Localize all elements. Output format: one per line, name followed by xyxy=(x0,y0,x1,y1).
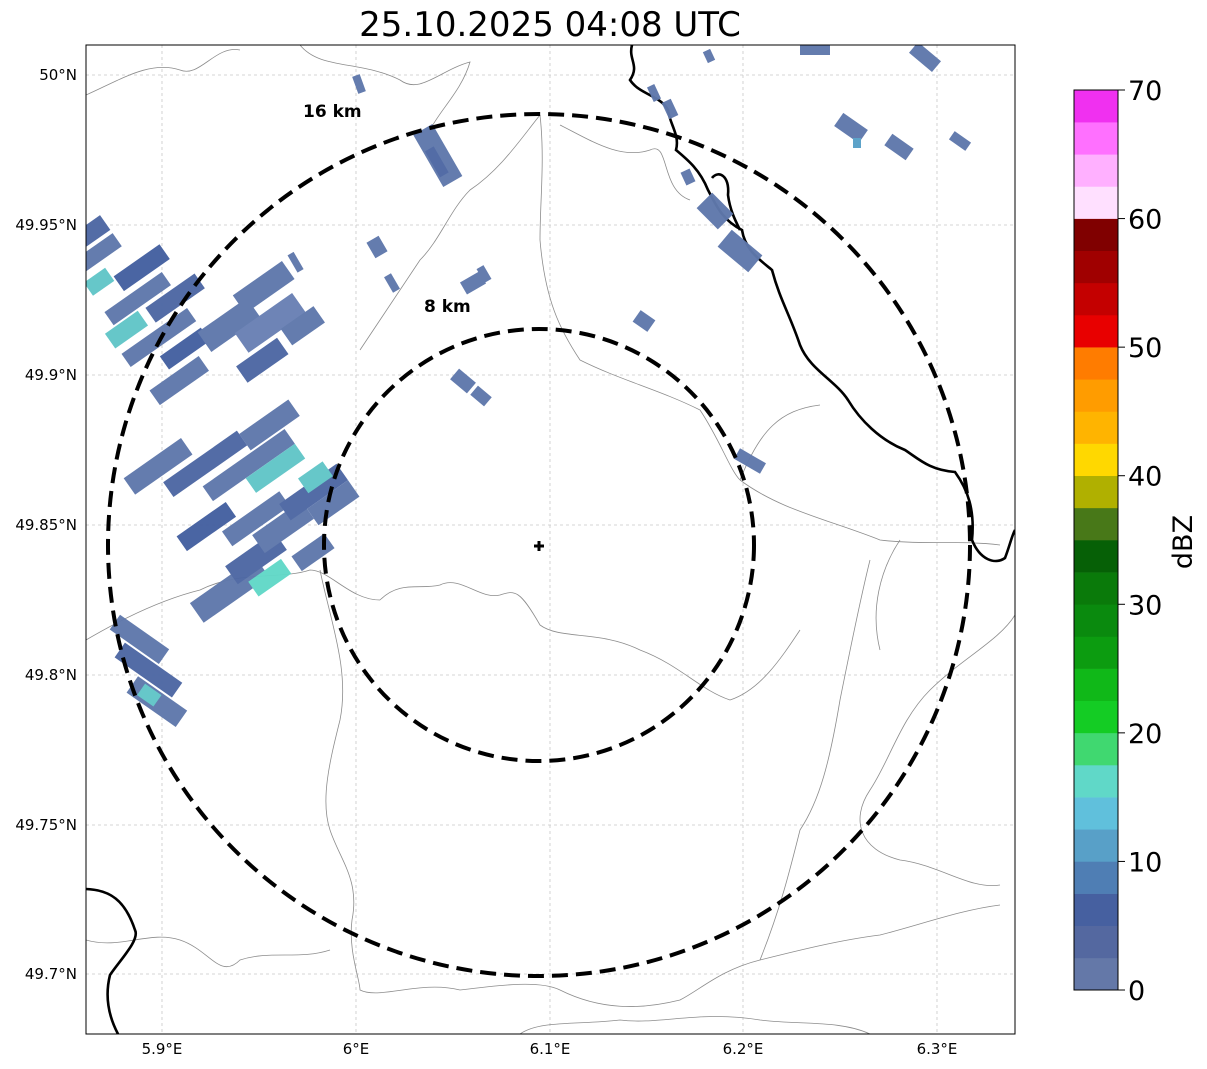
colorbar-segment xyxy=(1074,282,1118,316)
colorbar-segment xyxy=(1074,315,1118,348)
x-tick-label: 6°E xyxy=(343,1040,370,1058)
colorbar-segment xyxy=(1074,218,1118,252)
radar-echoes xyxy=(86,45,972,728)
colorbar-segment xyxy=(1074,572,1118,605)
colorbar-segment xyxy=(1074,700,1118,734)
colorbar-segment xyxy=(1074,797,1118,830)
colorbar-segment xyxy=(1074,861,1118,894)
x-tick-label: 6.1°E xyxy=(530,1040,571,1058)
y-tick-label: 49.7°N xyxy=(25,965,77,983)
colorbar-title: dBZ xyxy=(1168,515,1199,569)
y-tick-label: 50°N xyxy=(39,66,77,84)
colorbar-frame xyxy=(1073,89,1119,991)
colorbar-segment xyxy=(1074,925,1118,959)
y-tick-label: 49.95°N xyxy=(15,216,77,234)
colorbar-segment xyxy=(1074,411,1118,444)
x-tick-label: 6.3°E xyxy=(917,1040,958,1058)
y-tick-label: 49.8°N xyxy=(25,666,77,684)
range-rings xyxy=(106,112,972,978)
colorbar-segment xyxy=(1074,732,1118,766)
colorbar-segment xyxy=(1074,475,1118,509)
national-borders xyxy=(86,45,1015,1034)
colorbar-segment xyxy=(1074,122,1118,155)
colorbar-tick-label: 0 xyxy=(1128,976,1145,1007)
map-title: 25.10.2025 04:08 UTC xyxy=(359,5,741,45)
admin-boundaries xyxy=(86,45,1015,1034)
x-tick-label: 5.9°E xyxy=(142,1040,183,1058)
colorbar-tick-label: 30 xyxy=(1128,590,1162,621)
colorbar-segment xyxy=(1074,90,1118,123)
colorbar-tick-label: 20 xyxy=(1128,719,1162,750)
colorbar xyxy=(1074,90,1118,991)
map-gridlines xyxy=(86,45,1015,1034)
range-ring-8km xyxy=(322,327,756,763)
colorbar-tick-label: 50 xyxy=(1128,333,1162,364)
range-ring-16km xyxy=(106,112,972,978)
colorbar-segment xyxy=(1074,540,1118,573)
y-tick-label: 49.9°N xyxy=(25,366,77,384)
colorbar-segment xyxy=(1074,893,1118,927)
colorbar-segment xyxy=(1074,604,1118,637)
colorbar-segment xyxy=(1074,765,1118,798)
y-tick-label: 49.75°N xyxy=(15,816,77,834)
plot-frame xyxy=(85,44,1016,1035)
colorbar-segment xyxy=(1074,250,1118,284)
colorbar-tick-label: 40 xyxy=(1128,462,1162,493)
x-axis: 5.9°E 6°E 6.1°E 6.2°E 6.3°E xyxy=(142,1040,958,1058)
y-tick-label: 49.85°N xyxy=(15,516,77,534)
colorbar-tick-label: 60 xyxy=(1128,205,1162,236)
colorbar-tick-label: 10 xyxy=(1128,847,1162,878)
colorbar-segment xyxy=(1074,347,1118,380)
radar-site-marker xyxy=(534,541,544,551)
colorbar-segment xyxy=(1074,957,1118,991)
ring-label-16km: 16 km xyxy=(303,102,362,122)
x-tick-label: 6.2°E xyxy=(723,1040,764,1058)
colorbar-segment xyxy=(1074,379,1118,412)
y-axis: 50°N 49.95°N 49.9°N 49.85°N 49.8°N 49.75… xyxy=(15,66,77,983)
colorbar-segment xyxy=(1074,507,1118,541)
colorbar-ticks: 0 10 20 30 40 50 60 70 xyxy=(1118,76,1162,1007)
colorbar-segment xyxy=(1074,443,1118,477)
colorbar-segment xyxy=(1074,636,1118,669)
colorbar-segment xyxy=(1074,668,1118,702)
ring-label-8km: 8 km xyxy=(424,297,471,317)
colorbar-tick-label: 70 xyxy=(1128,76,1162,107)
colorbar-segment xyxy=(1074,154,1118,187)
colorbar-segment xyxy=(1074,829,1118,862)
colorbar-segment xyxy=(1074,186,1118,219)
